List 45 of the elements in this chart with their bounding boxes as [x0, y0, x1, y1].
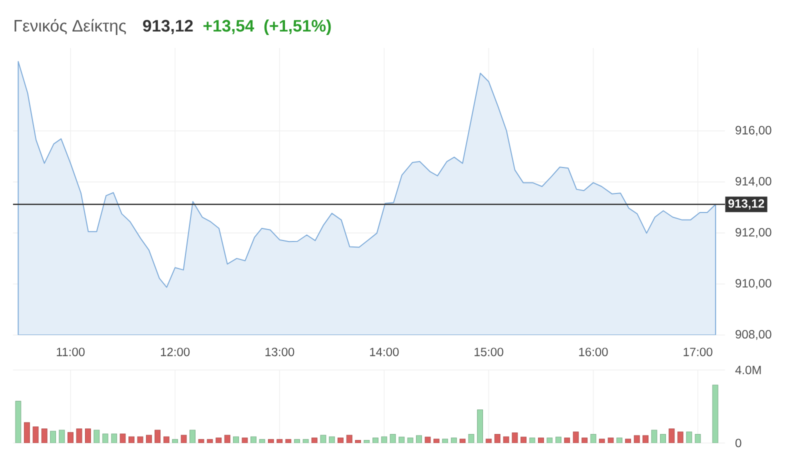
x-tick-label: 11:00 [56, 348, 85, 356]
bar [424, 436, 431, 443]
bar [15, 400, 22, 443]
x-tick-label: 12:00 [160, 348, 190, 356]
bar [494, 434, 500, 443]
y-tick-label: 0 [736, 438, 742, 448]
bar [163, 436, 170, 443]
bar [32, 426, 39, 443]
bar [85, 428, 91, 443]
bar [198, 439, 204, 443]
bar [302, 439, 309, 443]
bar [233, 436, 239, 443]
bar [555, 436, 562, 443]
text: (+1,51%) [264, 19, 331, 35]
text: +13,54 [203, 20, 254, 34]
x-tick-label: 13:00 [266, 348, 294, 356]
bar [677, 432, 684, 443]
bar [572, 432, 579, 443]
bar [154, 430, 161, 443]
bar [512, 432, 518, 443]
y-tick-label: 4.0M [735, 366, 761, 374]
bar [355, 440, 361, 443]
bar [694, 434, 701, 443]
bar [390, 434, 396, 443]
bar [128, 436, 134, 443]
bar [268, 439, 274, 443]
bar [642, 435, 649, 443]
y-tick-label: 912,00 [736, 228, 772, 238]
x-tick-label: 15:00 [474, 348, 504, 356]
bar [660, 434, 666, 443]
bar [364, 440, 370, 443]
ref-line-label: 913,12 [728, 199, 764, 210]
bar [250, 436, 256, 443]
x-tick-label: 17:00 [684, 348, 712, 356]
bar [712, 384, 718, 443]
y-tick-label: 910,00 [736, 279, 772, 289]
x-tick-label: 16:00 [579, 348, 608, 356]
y-tick-label: 916,00 [736, 126, 772, 136]
chart-title: Γενικός Δείκτης [14, 18, 126, 35]
text: 913,12 [143, 20, 193, 34]
bar [590, 434, 596, 443]
y-tick-label: 908,00 [736, 330, 772, 340]
y-tick-label: 914,00 [736, 176, 772, 187]
bar [285, 439, 292, 443]
x-tick-label: 14:00 [370, 348, 399, 356]
